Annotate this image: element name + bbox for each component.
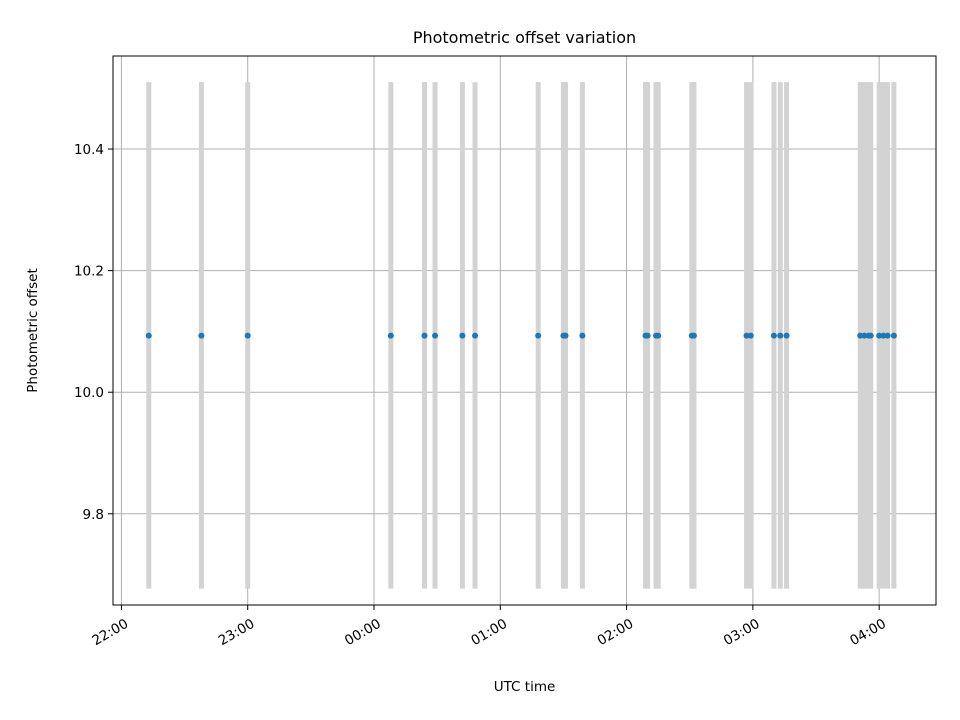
y-tick-label: 10.2 <box>74 264 104 280</box>
x-axis-label: UTC time <box>494 679 556 695</box>
data-point <box>747 332 754 339</box>
data-point <box>783 332 790 339</box>
data-point <box>387 332 394 339</box>
data-point <box>743 332 750 339</box>
data-point <box>861 332 868 339</box>
x-tick-labels: 22:00 23:00 00:00 01:00 02:00 03:00 04:00 <box>89 616 888 649</box>
y-tick-label: 9.8 <box>83 507 104 523</box>
data-point <box>562 332 569 339</box>
data-point <box>535 332 542 339</box>
data-point <box>644 332 651 339</box>
x-tick-label: 03:00 <box>721 616 763 649</box>
y-axis-label: Photometric offset <box>25 268 41 392</box>
data-point <box>244 332 251 339</box>
y-tick-label: 10.0 <box>74 385 104 401</box>
y-tick-label: 10.4 <box>74 142 104 158</box>
data-point <box>421 332 428 339</box>
data-point <box>579 332 586 339</box>
data-point <box>432 332 439 339</box>
x-tick-label: 23:00 <box>216 616 258 649</box>
data-point <box>145 332 152 339</box>
x-tick-label: 00:00 <box>342 616 384 649</box>
data-point <box>890 332 897 339</box>
data-points <box>145 332 897 339</box>
x-tick-label: 02:00 <box>595 616 637 649</box>
x-tick-label: 22:00 <box>89 616 131 649</box>
data-point <box>880 332 887 339</box>
data-point <box>472 332 479 339</box>
axis-ticks <box>108 148 880 610</box>
chart-title: Photometric offset variation <box>413 28 636 47</box>
plot-frame <box>112 55 937 606</box>
data-point <box>770 332 777 339</box>
data-point <box>655 332 662 339</box>
data-point <box>857 332 864 339</box>
x-tick-label: 01:00 <box>468 616 510 649</box>
data-point <box>876 332 883 339</box>
data-point <box>690 332 697 339</box>
data-point <box>459 332 466 339</box>
x-tick-label: 04:00 <box>847 616 889 649</box>
data-point <box>777 332 784 339</box>
data-point <box>884 332 891 339</box>
data-point <box>198 332 205 339</box>
grid-lines <box>113 56 936 605</box>
data-point <box>867 332 874 339</box>
y-tick-labels: 9.8 10.0 10.2 10.4 <box>74 142 104 523</box>
